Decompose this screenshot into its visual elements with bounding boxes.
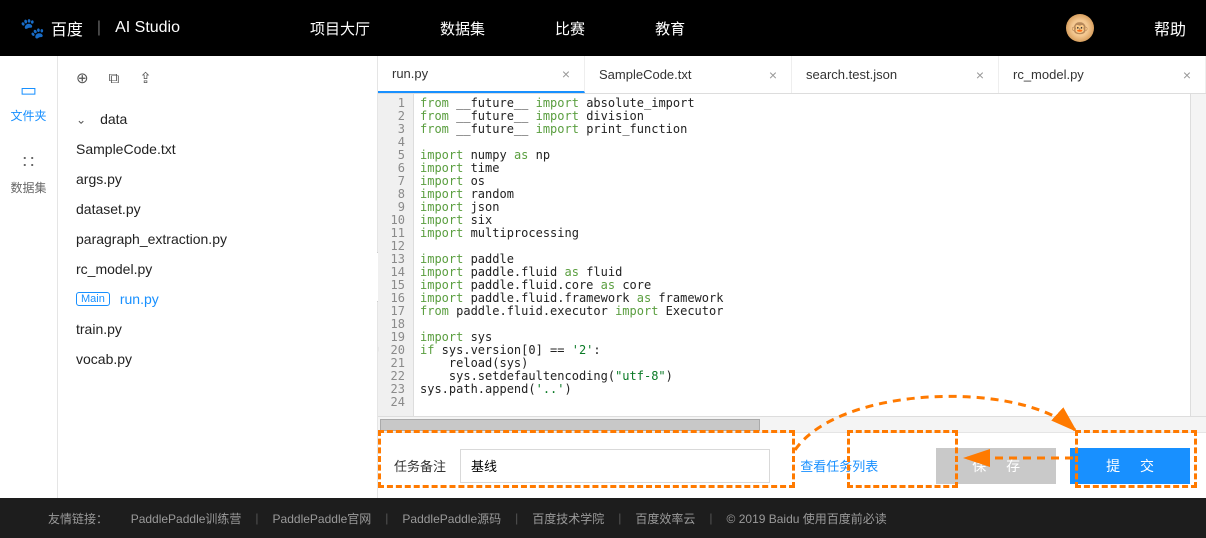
file-row[interactable]: paragraph_extraction.py bbox=[58, 224, 377, 254]
file-row[interactable]: dataset.py bbox=[58, 194, 377, 224]
file-tree: ⊕ ⧉ ⇪ dataSampleCode.txtargs.pydataset.p… bbox=[58, 56, 378, 498]
task-panel: 任务备注 查看任务列表 保 存 提 交 bbox=[378, 432, 1206, 498]
upload-icon[interactable]: ⇪ bbox=[139, 69, 152, 87]
close-icon[interactable]: × bbox=[769, 67, 777, 83]
submit-button[interactable]: 提 交 bbox=[1070, 448, 1190, 484]
file-row[interactable]: args.py bbox=[58, 164, 377, 194]
nav-item[interactable]: 数据集 bbox=[440, 18, 485, 39]
avatar[interactable]: 🐵 bbox=[1066, 14, 1094, 42]
footer-link[interactable]: 百度技术学院 bbox=[532, 510, 604, 527]
horizontal-scrollbar[interactable] bbox=[378, 416, 1206, 432]
new-file-icon[interactable]: ⊕ bbox=[76, 69, 89, 87]
save-button[interactable]: 保 存 bbox=[936, 448, 1056, 484]
tab-label: search.test.json bbox=[806, 67, 897, 82]
editor-tab[interactable]: SampleCode.txt × bbox=[585, 56, 792, 93]
close-icon[interactable]: × bbox=[1183, 67, 1191, 83]
folder-row[interactable]: data bbox=[58, 104, 377, 134]
left-sidebar: ▭ 文件夹 ∷ 数据集 bbox=[0, 56, 58, 498]
editor-pane: ◂ run.py×SampleCode.txt×search.test.json… bbox=[378, 56, 1206, 498]
logo[interactable]: 🐾 百度 | AI Studio bbox=[20, 16, 180, 41]
topbar: 🐾 百度 | AI Studio 项目大厅 数据集 比赛 教育 🐵 帮助 bbox=[0, 0, 1206, 56]
sidebar-item[interactable]: ▭ 文件夹 bbox=[10, 80, 46, 124]
file-toolbar: ⊕ ⧉ ⇪ bbox=[58, 56, 377, 100]
nav-item[interactable]: 教育 bbox=[655, 18, 685, 39]
footer-copyright: © 2019 Baidu 使用百度前必读 bbox=[727, 510, 887, 527]
editor-tab[interactable]: run.py × bbox=[378, 56, 585, 93]
top-nav: 项目大厅 数据集 比赛 教育 bbox=[310, 18, 685, 39]
footer: 友情链接： PaddlePaddle训练营|PaddlePaddle官网|Pad… bbox=[0, 498, 1206, 538]
file-row[interactable]: SampleCode.txt bbox=[58, 134, 377, 164]
brand-en: AI Studio bbox=[115, 19, 180, 37]
vertical-scrollbar[interactable] bbox=[1190, 94, 1206, 416]
brand-divider: | bbox=[97, 19, 101, 37]
paw-icon: 🐾 bbox=[20, 16, 45, 41]
file-row[interactable]: rc_model.py bbox=[58, 254, 377, 284]
footer-link[interactable]: 百度效率云 bbox=[635, 510, 695, 527]
file-row-main[interactable]: Mainrun.py bbox=[58, 284, 377, 314]
sidebar-icon: ▭ bbox=[20, 80, 37, 101]
footer-prefix: 友情链接： bbox=[48, 510, 108, 527]
brand-cn: 百度 bbox=[51, 16, 83, 40]
nav-item[interactable]: 比赛 bbox=[555, 18, 585, 39]
new-folder-icon[interactable]: ⧉ bbox=[109, 70, 120, 87]
file-row[interactable]: vocab.py bbox=[58, 344, 377, 374]
sidebar-label: 数据集 bbox=[10, 179, 46, 196]
file-row[interactable]: train.py bbox=[58, 314, 377, 344]
main-tag: Main bbox=[76, 292, 110, 306]
tab-label: rc_model.py bbox=[1013, 67, 1084, 82]
editor-tab[interactable]: rc_model.py × bbox=[999, 56, 1206, 93]
tab-label: run.py bbox=[392, 66, 428, 81]
view-task-list-link[interactable]: 查看任务列表 bbox=[800, 456, 878, 475]
editor-tab[interactable]: search.test.json × bbox=[792, 56, 999, 93]
help-link[interactable]: 帮助 bbox=[1154, 16, 1186, 40]
footer-link[interactable]: PaddlePaddle训练营 bbox=[131, 510, 242, 527]
code-area[interactable]: 12345678910111213141516171819⊟2021222324… bbox=[378, 94, 1206, 416]
nav-item[interactable]: 项目大厅 bbox=[310, 18, 370, 39]
code-content[interactable]: from __future__ import absolute_importfr… bbox=[414, 94, 1190, 416]
editor-tabs: run.py×SampleCode.txt×search.test.json×r… bbox=[378, 56, 1206, 94]
close-icon[interactable]: × bbox=[976, 67, 984, 83]
footer-link[interactable]: PaddlePaddle官网 bbox=[273, 510, 372, 527]
sidebar-label: 文件夹 bbox=[10, 107, 46, 124]
sidebar-item[interactable]: ∷ 数据集 bbox=[10, 152, 46, 196]
sidebar-icon: ∷ bbox=[23, 152, 34, 173]
tab-label: SampleCode.txt bbox=[599, 67, 692, 82]
close-icon[interactable]: × bbox=[562, 66, 570, 82]
task-input[interactable] bbox=[460, 449, 770, 483]
task-label: 任务备注 bbox=[394, 456, 446, 475]
line-gutter: 12345678910111213141516171819⊟2021222324 bbox=[378, 94, 414, 416]
footer-link[interactable]: PaddlePaddle源码 bbox=[402, 510, 501, 527]
